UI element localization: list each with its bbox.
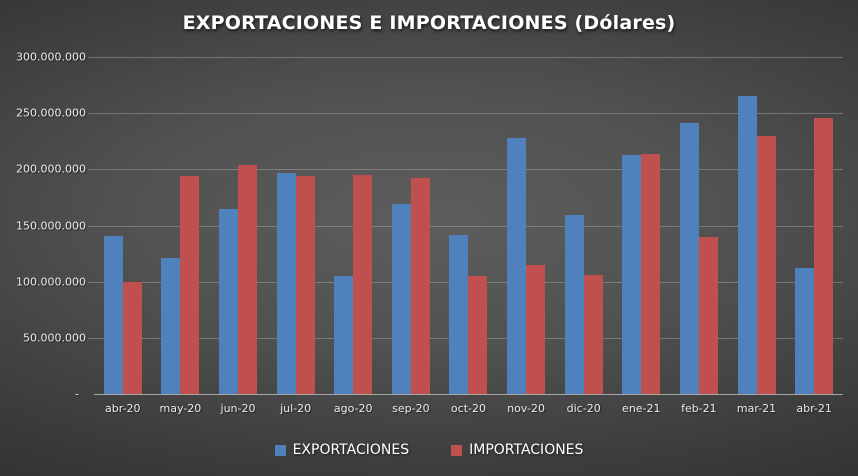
x-tick-label: jul-20	[280, 402, 312, 415]
x-tick-label: abr-21	[796, 402, 832, 415]
bar-importaciones-mar-21	[756, 135, 776, 394]
chart-title: EXPORTACIONES E IMPORTACIONES (Dólares)	[182, 12, 676, 34]
bar-exportaciones-jul-20	[276, 172, 296, 394]
legend-swatch-importaciones-icon	[451, 444, 463, 456]
x-tick-label: oct-20	[450, 402, 486, 415]
bar-group-may-20	[152, 57, 210, 394]
legend-swatch-exportaciones-icon	[274, 444, 286, 456]
bar-importaciones-ago-20	[353, 174, 373, 394]
bar-exportaciones-ago-20	[334, 276, 354, 394]
x-tick-label: nov-20	[507, 402, 546, 415]
bar-exportaciones-feb-21	[679, 123, 699, 394]
bar-exportaciones-sep-20	[391, 204, 411, 394]
x-tick-label: sep-20	[392, 402, 430, 415]
bar-importaciones-abr-20	[122, 281, 142, 394]
y-tick-label: 200.000.000	[16, 162, 86, 176]
bar-group-oct-20	[440, 57, 498, 394]
bar-importaciones-feb-21	[698, 236, 718, 394]
plot-area	[88, 57, 843, 395]
x-tick-label: ene-21	[622, 402, 661, 415]
bar-group-jul-20	[267, 57, 325, 394]
legend-label-exportaciones: EXPORTACIONES	[292, 442, 410, 458]
y-tick-label: 50.000.000	[23, 331, 86, 345]
y-tick-label: 100.000.000	[16, 275, 86, 289]
gridline	[88, 57, 843, 58]
bars-row	[94, 57, 843, 394]
bar-exportaciones-may-20	[161, 258, 181, 394]
y-axis: 300.000.000 250.000.000 200.000.000 150.000…	[0, 51, 86, 401]
gridline	[88, 113, 843, 115]
bar-group-sep-20	[382, 57, 440, 394]
x-tick-label: jun-20	[220, 402, 256, 415]
bar-importaciones-abr-21	[814, 117, 834, 394]
bar-exportaciones-ene-21	[622, 154, 642, 394]
gridline	[88, 169, 843, 171]
gridline	[88, 225, 843, 227]
bar-group-feb-21	[670, 57, 728, 394]
legend-label-importaciones: IMPORTACIONES	[469, 442, 584, 458]
legend-item-importaciones: IMPORTACIONES	[451, 442, 583, 458]
bar-exportaciones-abr-21	[795, 268, 815, 394]
bar-group-abr-20	[94, 57, 152, 394]
bar-group-jun-20	[209, 57, 267, 394]
y-tick-label: 250.000.000	[16, 106, 86, 120]
bar-importaciones-oct-20	[468, 276, 488, 394]
y-tick-label: 150.000.000	[16, 219, 86, 232]
bar-importaciones-jun-20	[238, 164, 258, 394]
bar-importaciones-nov-20	[526, 264, 546, 394]
bar-importaciones-ene-21	[641, 153, 661, 394]
bar-exportaciones-nov-20	[507, 137, 527, 394]
bar-group-ago-20	[324, 57, 382, 394]
x-tick-label: ago-20	[333, 402, 373, 415]
bar-group-abr-21	[785, 57, 843, 394]
bar-group-nov-20	[497, 57, 555, 394]
bar-importaciones-jul-20	[295, 176, 315, 394]
x-tick-label: mar-21	[736, 402, 777, 415]
x-tick-label: may-20	[159, 402, 202, 415]
bar-importaciones-may-20	[180, 176, 200, 394]
bar-exportaciones-jun-20	[219, 208, 239, 394]
bar-group-ene-21	[612, 57, 670, 394]
y-tick-label: -	[75, 387, 86, 401]
legend: EXPORTACIONES IMPORTACIONES	[0, 442, 858, 458]
bar-group-dic-20	[555, 57, 613, 394]
legend-item-exportaciones: EXPORTACIONES	[274, 442, 410, 458]
x-tick-label: feb-21	[681, 402, 717, 415]
x-axis: abr-20 may-20 jun-20 jul-20 ago-20 sep-20 oct-…	[94, 399, 843, 419]
y-tick-label: 300.000.000	[16, 50, 86, 64]
bar-importaciones-dic-20	[583, 274, 603, 394]
bar-exportaciones-abr-20	[103, 235, 123, 394]
bar-exportaciones-dic-20	[564, 215, 584, 394]
bar-group-mar-21	[728, 57, 786, 394]
bar-exportaciones-mar-21	[737, 96, 757, 394]
x-tick-label: dic-20	[566, 402, 601, 415]
bar-exportaciones-oct-20	[449, 234, 469, 394]
bar-importaciones-sep-20	[410, 178, 430, 394]
x-tick-label: abr-20	[105, 402, 141, 415]
